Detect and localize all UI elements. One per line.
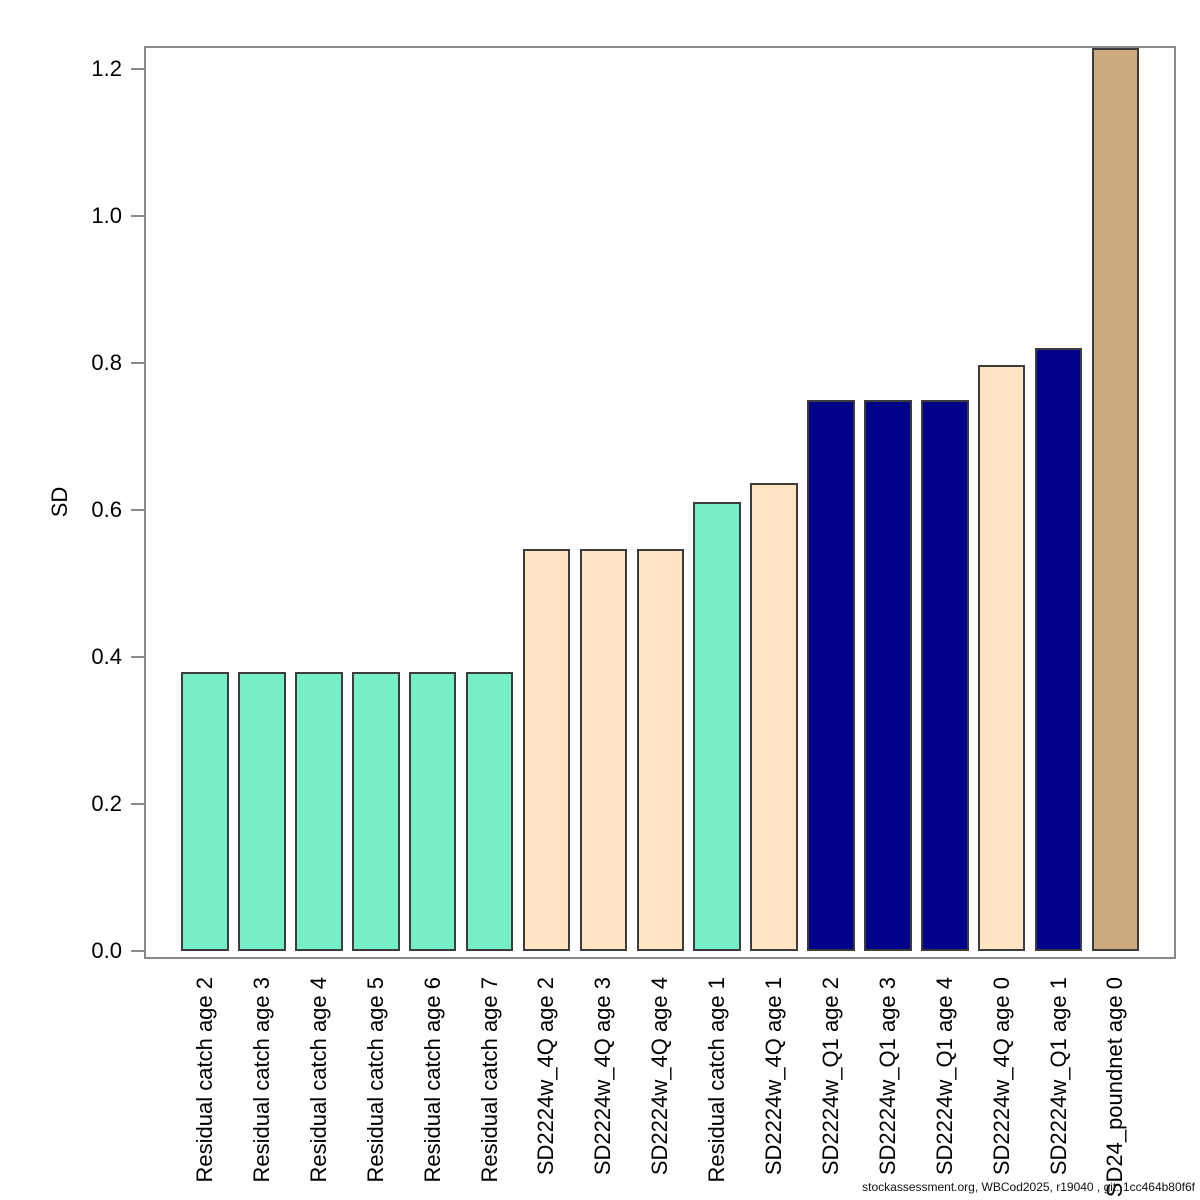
y-tick-mark [131,215,144,217]
x-axis-label: Residual catch age 5 [362,977,388,1183]
bar-residual-catch-age-6 [408,671,457,951]
y-tick-mark [131,362,144,364]
x-axis-label: Residual catch age 3 [248,977,274,1183]
y-tick-label: 0.4 [91,644,122,669]
bar-sd2224w-4q-age-0 [977,365,1026,951]
x-axis-label: SD2224w_4Q age 3 [590,977,616,1176]
x-axis-label: SD2224w_4Q age 4 [647,977,673,1176]
y-tick-mark [131,656,144,658]
x-axis-label: SD24_poundnet age 0 [1102,977,1128,1198]
bar-sd2224w-q1-age-1 [1034,348,1083,951]
bar-sd2224w-q1-age-3 [864,399,912,951]
x-axis-label: Residual catch age 1 [704,977,730,1183]
bar-residual-catch-age-1 [693,501,741,951]
y-tick-label: 0.2 [91,791,122,816]
x-axis-label: SD2224w_Q1 age 4 [931,977,957,1176]
y-tick-label: 0.8 [91,350,122,375]
bar-residual-catch-age-5 [352,671,400,951]
bar-sd2224w-4q-age-2 [522,548,571,951]
x-axis-label: SD2224w_Q1 age 1 [1045,977,1071,1176]
x-axis-label: Residual catch age 7 [476,977,502,1183]
watermark-text: stockassessment.org, WBCod2025, r19040 ,… [862,1180,1195,1194]
y-tick-label: 0.6 [91,497,122,522]
x-axis-label: SD2224w_4Q age 0 [988,977,1014,1176]
y-tick-mark [131,509,144,511]
x-axis-label: Residual catch age 2 [192,977,218,1183]
y-tick-mark [131,68,144,70]
bar-sd24-poundnet-age-0 [1091,47,1140,951]
bar-residual-catch-age-2 [181,671,229,951]
x-axis-label: SD2224w_Q1 age 2 [817,977,843,1176]
bar-sd2224w-4q-age-4 [636,548,684,951]
y-tick-mark [131,950,144,952]
y-tick-label: 1.0 [91,203,122,228]
y-tick-label: 1.2 [91,56,122,81]
y-tick-label: 0.0 [91,938,122,963]
x-axis-label: SD2224w_4Q age 2 [533,977,559,1176]
bar-sd2224w-q1-age-2 [807,399,855,951]
bar-residual-catch-age-3 [238,671,286,951]
bar-sd2224w-4q-age-3 [579,548,628,951]
bar-residual-catch-age-4 [295,671,343,951]
x-axis-label: Residual catch age 6 [419,977,445,1183]
x-axis-label: SD2224w_Q1 age 3 [874,977,900,1176]
bar-residual-catch-age-7 [465,671,514,951]
bar-sd2224w-4q-age-1 [750,482,798,951]
x-axis-label: Residual catch age 4 [305,977,331,1183]
y-tick-mark [131,803,144,805]
bar-sd2224w-q1-age-4 [921,399,969,951]
x-axis-label: SD2224w_4Q age 1 [761,977,787,1176]
